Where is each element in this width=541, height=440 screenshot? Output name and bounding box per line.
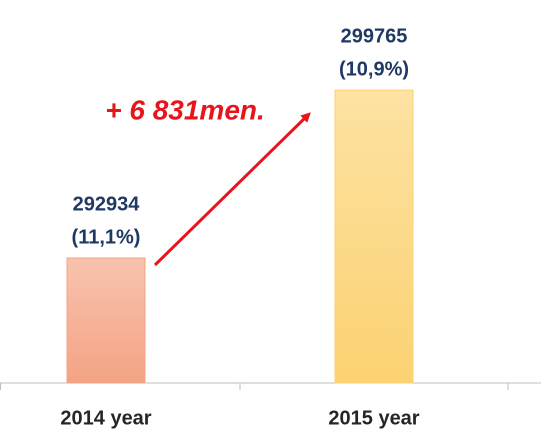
arrow [153,112,311,267]
bar [66,257,146,384]
share-label: (11,1%) [72,226,141,248]
value-label: 299765 [341,25,408,47]
value-label: 292934 [73,193,141,215]
annotation: + 6 831men. [105,94,265,125]
bar [334,89,414,384]
share-label: (10,9%) [339,58,409,80]
x-tick-label: 2015 year [328,407,419,429]
x-tick-label: 2014 year [60,407,151,429]
